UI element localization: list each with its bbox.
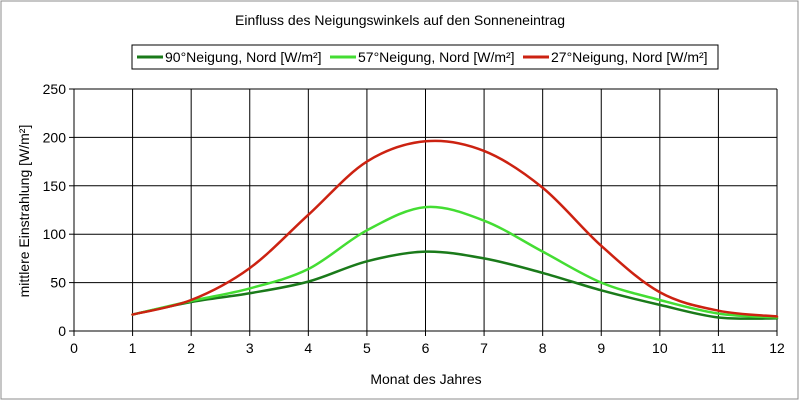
x-tick-label-6: 6 [422, 340, 430, 356]
series-line-2 [131, 139, 779, 318]
legend-label-1: 57°Neigung, Nord [W/m²] [358, 49, 515, 65]
x-tick-label-2: 2 [187, 340, 195, 356]
x-tick-label-11: 11 [711, 340, 726, 356]
legend-item-2: 27°Neigung, Nord [W/m²] [523, 49, 708, 65]
legend-box [131, 44, 719, 70]
y-tick-label-2: 100 [43, 226, 67, 242]
legend-item-1: 57°Neigung, Nord [W/m²] [330, 49, 515, 65]
y-tick-label-1: 50 [50, 275, 66, 291]
series-layer [131, 139, 779, 320]
y-axis-label: mittlere Einstrahlung [W/m²] [16, 125, 32, 298]
x-tick-label-10: 10 [652, 340, 668, 356]
y-tick-label-0: 0 [58, 323, 66, 339]
legend: 90°Neigung, Nord [W/m²] 57°Neigung, Nord… [131, 44, 719, 70]
x-tick-label-8: 8 [539, 340, 547, 356]
x-tick-label-7: 7 [480, 340, 488, 356]
x-tick-label-3: 3 [246, 340, 254, 356]
x-tick-label-1: 1 [129, 340, 137, 356]
x-tick-label-9: 9 [597, 340, 605, 356]
y-tick-label-4: 200 [43, 129, 67, 145]
legend-label-2: 27°Neigung, Nord [W/m²] [551, 49, 708, 65]
x-tick-label-4: 4 [304, 340, 312, 356]
legend-label-0: 90°Neigung, Nord [W/m²] [165, 49, 322, 65]
y-tick-label-3: 150 [43, 178, 67, 194]
y-tick-label-5: 250 [43, 81, 67, 97]
x-axis-label: Monat des Jahres [370, 371, 481, 387]
series-line-0 [131, 250, 779, 320]
x-tick-label-12: 12 [769, 340, 785, 356]
chart-title: Einfluss des Neigungswinkels auf den Son… [235, 12, 565, 28]
legend-item-0: 90°Neigung, Nord [W/m²] [137, 49, 322, 65]
series-line-1 [131, 205, 779, 319]
x-tick-label-0: 0 [70, 340, 78, 356]
grid [74, 88, 778, 331]
x-tick-label-5: 5 [363, 340, 371, 356]
